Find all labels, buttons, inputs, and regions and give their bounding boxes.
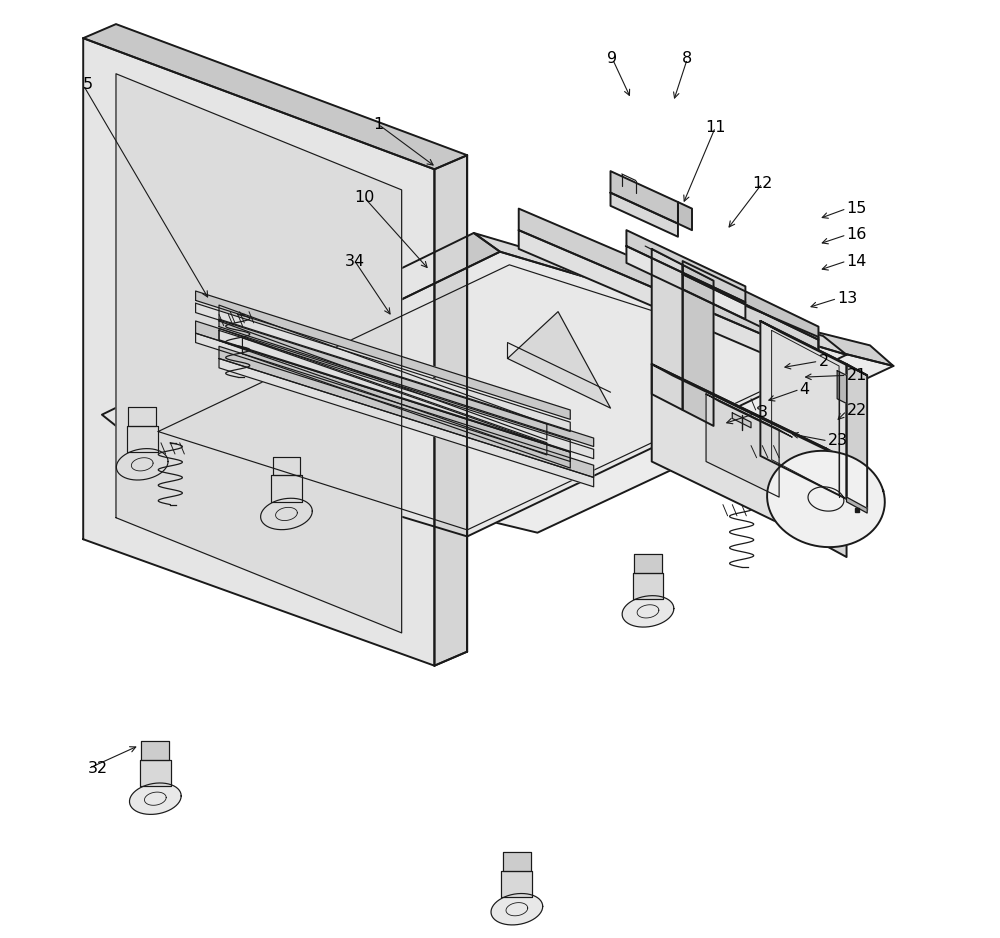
Polygon shape — [611, 192, 678, 236]
Polygon shape — [271, 476, 302, 502]
Polygon shape — [767, 451, 885, 547]
Polygon shape — [128, 407, 156, 426]
Polygon shape — [125, 265, 893, 533]
Polygon shape — [127, 426, 158, 452]
Polygon shape — [847, 497, 867, 513]
Polygon shape — [507, 311, 611, 408]
Text: 2: 2 — [818, 354, 829, 369]
Text: 4: 4 — [800, 382, 810, 397]
Text: 15: 15 — [847, 201, 867, 216]
Polygon shape — [744, 446, 788, 477]
Text: 1: 1 — [373, 117, 383, 132]
Polygon shape — [116, 448, 168, 480]
Polygon shape — [503, 852, 531, 870]
Polygon shape — [760, 321, 867, 375]
Polygon shape — [116, 74, 402, 633]
Polygon shape — [242, 338, 570, 468]
Polygon shape — [683, 274, 818, 355]
Text: 5: 5 — [83, 78, 93, 93]
Text: 8: 8 — [682, 52, 692, 67]
Polygon shape — [683, 265, 714, 426]
Polygon shape — [706, 394, 792, 437]
Polygon shape — [501, 870, 532, 897]
Text: 23: 23 — [828, 433, 848, 448]
Polygon shape — [140, 760, 171, 786]
Polygon shape — [273, 457, 300, 476]
Text: 22: 22 — [847, 403, 867, 418]
Polygon shape — [83, 38, 434, 666]
Text: 3: 3 — [758, 405, 768, 420]
Polygon shape — [130, 783, 181, 814]
Polygon shape — [474, 233, 847, 355]
Polygon shape — [219, 305, 547, 440]
Polygon shape — [633, 573, 663, 599]
Text: 21: 21 — [847, 368, 867, 383]
Polygon shape — [219, 358, 594, 487]
Polygon shape — [652, 364, 826, 546]
Polygon shape — [261, 498, 312, 530]
Text: 12: 12 — [752, 175, 772, 190]
Text: 32: 32 — [88, 762, 108, 777]
Polygon shape — [83, 24, 467, 169]
Polygon shape — [634, 554, 662, 573]
Polygon shape — [464, 244, 893, 366]
Polygon shape — [491, 894, 543, 925]
Text: 10: 10 — [354, 189, 374, 204]
Polygon shape — [626, 230, 745, 302]
Polygon shape — [219, 330, 594, 459]
Text: 13: 13 — [837, 291, 857, 306]
Polygon shape — [611, 171, 678, 223]
Polygon shape — [847, 364, 867, 510]
Polygon shape — [652, 249, 683, 410]
Polygon shape — [706, 394, 779, 497]
Polygon shape — [102, 244, 491, 433]
Polygon shape — [837, 371, 847, 403]
Text: 9: 9 — [607, 52, 617, 67]
Text: 11: 11 — [705, 120, 726, 135]
Polygon shape — [102, 233, 500, 433]
Polygon shape — [519, 230, 818, 377]
Polygon shape — [622, 596, 674, 628]
Polygon shape — [678, 202, 692, 230]
Polygon shape — [760, 321, 847, 499]
Polygon shape — [196, 303, 570, 431]
Text: 16: 16 — [847, 227, 867, 242]
Polygon shape — [732, 413, 751, 428]
Polygon shape — [141, 741, 169, 760]
Text: 34: 34 — [345, 253, 365, 268]
Polygon shape — [826, 448, 847, 557]
Polygon shape — [626, 246, 745, 319]
Polygon shape — [683, 261, 818, 340]
Polygon shape — [196, 333, 570, 461]
Polygon shape — [219, 346, 594, 477]
Polygon shape — [652, 364, 847, 460]
Polygon shape — [434, 155, 467, 666]
Polygon shape — [519, 208, 818, 358]
Polygon shape — [219, 328, 547, 455]
Polygon shape — [219, 319, 594, 446]
Text: 14: 14 — [847, 253, 867, 268]
Polygon shape — [125, 251, 847, 537]
Polygon shape — [196, 291, 570, 419]
Polygon shape — [196, 321, 570, 452]
